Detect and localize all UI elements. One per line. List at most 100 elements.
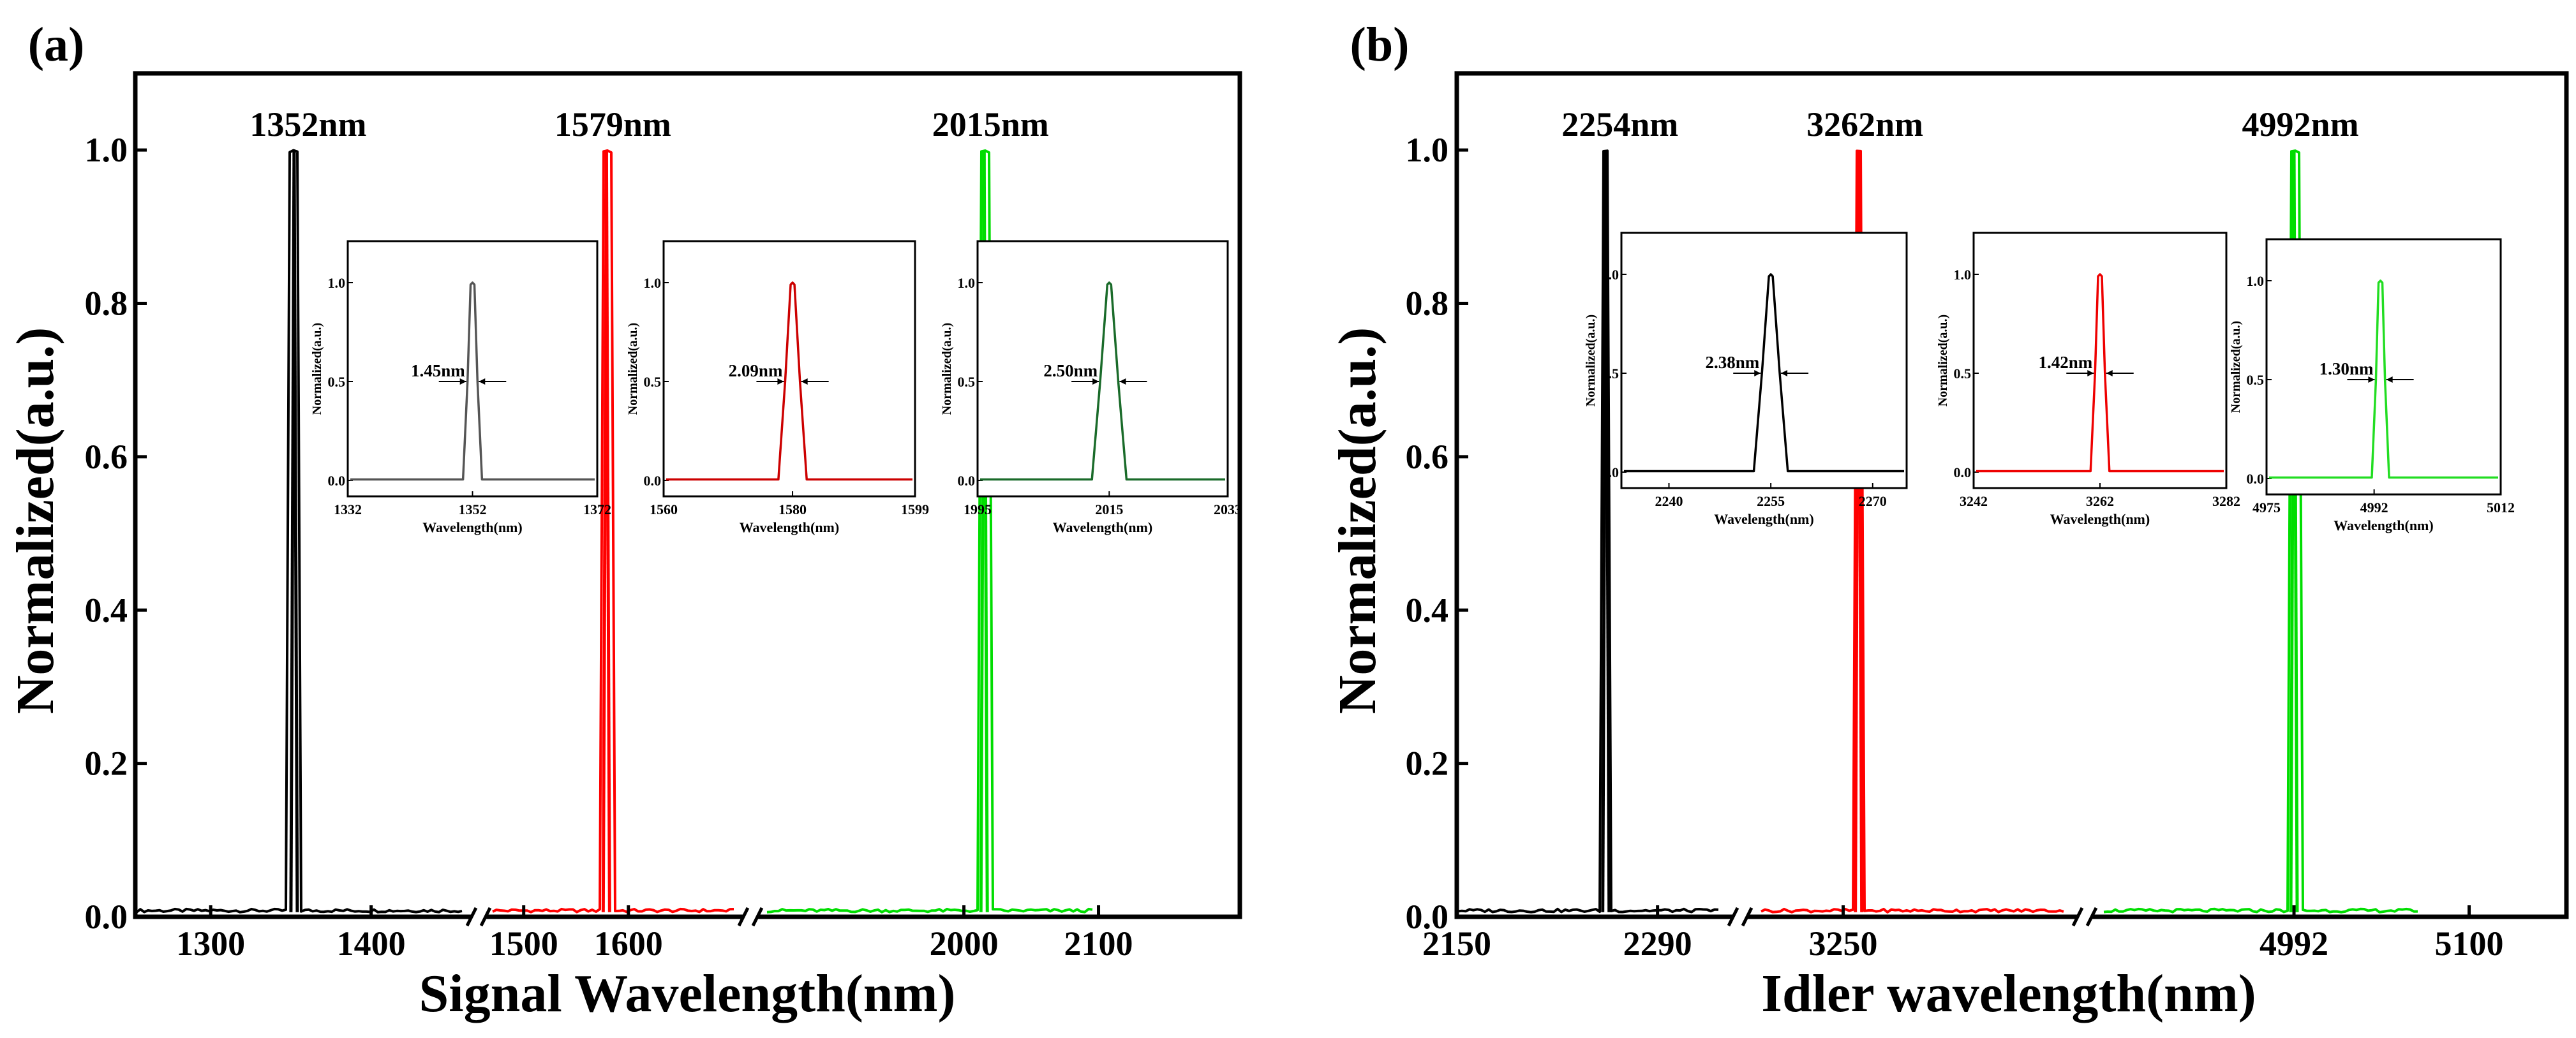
inset-x-tick-label: 1372 [583, 501, 611, 517]
axis-break-gap [743, 905, 758, 928]
spectrum-line-red-band [1761, 149, 2064, 914]
inset-y-axis-label: Normalized(a.u.) [1584, 315, 1598, 406]
y-tick-label: 0.4 [85, 591, 128, 629]
peak-label: 2015nm [932, 105, 1049, 144]
inset-x-tick-label: 4992 [2360, 500, 2388, 515]
inset-peak-curve [350, 281, 595, 481]
axis-break-gap [471, 905, 486, 928]
y-tick-label: 0.8 [1406, 285, 1449, 323]
x-tick-label: 5100 [2435, 924, 2504, 963]
inset-x-tick-label: 5012 [2487, 500, 2515, 515]
inset-x-tick-label: 1560 [650, 501, 678, 517]
y-tick-label: 0.6 [1406, 438, 1449, 476]
fwhm-arrowhead-right [801, 378, 808, 385]
plot-frame [1454, 71, 2569, 919]
inset-x-tick-label: 3242 [1960, 493, 1988, 509]
fwhm-arrowhead-left [2368, 376, 2375, 383]
fwhm-label: 2.50nm [1043, 361, 1098, 380]
inset-x-tick-label: 2270 [1859, 493, 1887, 509]
inset-x-axis-label: Wavelength(nm) [1053, 519, 1152, 535]
spectrum-line-green-band [2103, 149, 2418, 914]
inset-y-tick-label: 1.0 [2247, 273, 2265, 289]
inset-peak-curve [980, 281, 1225, 481]
fwhm-arrowhead-right [479, 378, 486, 385]
x-tick-label: 4992 [2260, 924, 2328, 963]
spectrum-line-black-band [1457, 149, 1719, 914]
panel-label: (a) [28, 18, 85, 71]
spectrum-line-black-band [135, 149, 463, 914]
inset-y-tick-label: 0.5 [1602, 366, 1619, 382]
inset-frame [1972, 232, 2228, 489]
inset-x-tick-label: 1995 [964, 501, 992, 517]
plot-frame [133, 71, 1242, 919]
peak-black-band-right [292, 150, 299, 912]
inset-y-tick-label: 0.0 [328, 473, 346, 489]
inset-y-tick-label: 1.0 [328, 275, 346, 291]
inset-y-axis-label: Normalized(a.u.) [310, 323, 324, 415]
x-tick-label: 2150 [1422, 924, 1491, 963]
inset-x-tick-label: 1352 [459, 501, 487, 517]
axis-break-mark [1727, 907, 1739, 927]
inset-x-tick-label: 2255 [1757, 493, 1785, 509]
axis-break-mark [465, 907, 478, 927]
inset-peak-curve [666, 281, 912, 481]
inset-x-tick-label: 3282 [2212, 493, 2240, 509]
fwhm-arrowhead-left [459, 378, 466, 385]
y-tick-label: 1.0 [85, 131, 128, 169]
axis-break-mark [751, 907, 764, 927]
fwhm-label: 2.38nm [1705, 353, 1759, 372]
inset-frame [346, 240, 599, 498]
x-tick-label: 1600 [594, 924, 663, 963]
inset-y-tick-label: 0.5 [644, 374, 662, 390]
fwhm-arrowhead-right [1781, 370, 1788, 376]
spectrum-line-green-band [766, 149, 1093, 914]
inset-frame [976, 240, 1229, 498]
inset-y-axis-label: Normalized(a.u.) [626, 323, 640, 415]
fwhm-arrowhead-right [1119, 378, 1126, 385]
inset-x-axis-label: Wavelength(nm) [2050, 511, 2150, 527]
y-tick-label: 0.2 [1406, 745, 1449, 783]
inset-x-tick-label: 2240 [1655, 493, 1683, 509]
inset-x-tick-label: 3262 [2086, 493, 2114, 509]
y-tick-label: 0.4 [1406, 591, 1449, 629]
inset-y-axis-label: Normalized(a.u.) [940, 323, 954, 415]
fwhm-label: 1.45nm [411, 361, 465, 380]
axis-break-gap [2077, 905, 2092, 928]
peak-red-band-right [604, 150, 611, 912]
fwhm-label: 1.30nm [2319, 359, 2374, 378]
x-tick-label: 2100 [1064, 924, 1133, 963]
peak-label: 4992nm [2242, 105, 2359, 144]
inset-x-axis-label: Wavelength(nm) [422, 519, 522, 535]
x-axis-label: Idler wavelength(nm) [1761, 964, 2256, 1023]
peak-label: 1352nm [249, 105, 366, 144]
inset-x-tick-label: 1599 [901, 501, 929, 517]
axis-break-gap [1732, 905, 1748, 928]
inset-frame [662, 240, 916, 498]
x-tick-label: 2000 [930, 924, 999, 963]
spectrum-line-red-band [492, 149, 734, 914]
fwhm-arrowhead-left [2087, 370, 2094, 376]
inset-x-tick-label: 1580 [778, 501, 807, 517]
x-axis-label: Signal Wavelength(nm) [419, 964, 956, 1023]
fwhm-label: 1.42nm [2039, 353, 2093, 372]
peak-label: 1579nm [555, 105, 671, 144]
fwhm-label: 2.09nm [729, 361, 783, 380]
inset-y-tick-label: 1.0 [1602, 267, 1619, 283]
x-tick-label: 3250 [1809, 924, 1878, 963]
inset-y-tick-label: 0.0 [958, 473, 976, 489]
inset-x-tick-label: 1332 [334, 501, 362, 517]
axis-break-mark [2085, 907, 2098, 927]
y-tick-label: 0.8 [85, 285, 128, 323]
panel-label: (b) [1350, 18, 1410, 71]
x-tick-label: 1300 [176, 924, 245, 963]
x-tick-label: 1500 [489, 924, 558, 963]
inset-y-tick-label: 1.0 [958, 275, 976, 291]
inset-y-tick-label: 0.5 [958, 374, 976, 390]
peak-label: 3262nm [1806, 105, 1923, 144]
y-axis-label: Normalized(a.u.) [6, 327, 65, 715]
y-tick-label: 1.0 [1406, 131, 1449, 169]
inset-y-tick-label: 0.5 [1954, 366, 1972, 382]
inset-y-tick-label: 1.0 [1954, 267, 1972, 283]
inset-x-axis-label: Wavelength(nm) [740, 519, 839, 535]
